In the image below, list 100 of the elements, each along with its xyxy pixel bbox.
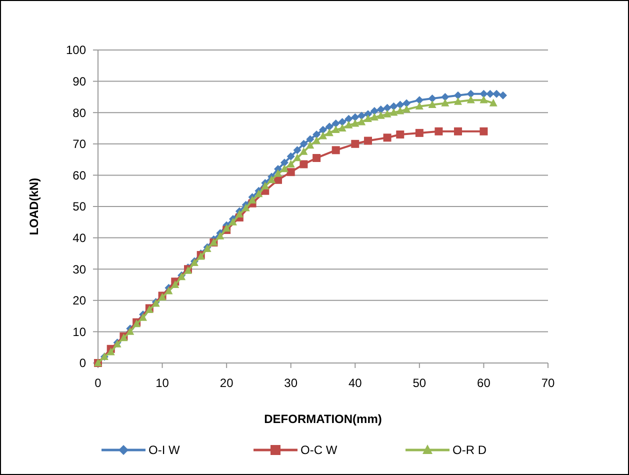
point xyxy=(300,147,308,155)
point xyxy=(261,182,270,190)
point xyxy=(268,175,276,184)
y-axis-title: LOAD(kN) xyxy=(27,178,41,236)
point xyxy=(364,136,372,145)
x-tick-label: 40 xyxy=(348,376,362,390)
point xyxy=(441,92,450,101)
y-tick-label: 10 xyxy=(72,324,86,339)
point xyxy=(396,130,404,139)
x-tick-label: 20 xyxy=(220,376,234,390)
point xyxy=(300,140,308,148)
y-tick-label: 100 xyxy=(66,43,86,58)
point xyxy=(499,91,507,100)
point xyxy=(383,110,392,118)
point xyxy=(480,127,488,136)
point xyxy=(351,119,360,127)
point xyxy=(235,210,244,218)
point xyxy=(492,90,501,98)
point xyxy=(280,158,288,167)
point xyxy=(344,114,353,123)
point xyxy=(325,128,334,136)
point xyxy=(396,100,404,109)
y-tick-label: 50 xyxy=(72,200,86,214)
point xyxy=(293,154,302,162)
point xyxy=(428,100,436,108)
point xyxy=(390,102,398,110)
point xyxy=(293,146,302,154)
point xyxy=(338,124,346,132)
y-tick-label: 40 xyxy=(72,231,86,245)
point xyxy=(376,105,385,114)
point xyxy=(454,91,462,100)
point xyxy=(286,168,295,176)
x-tick-label: 10 xyxy=(156,376,170,390)
point xyxy=(466,96,475,104)
y-tick-label: 0 xyxy=(79,356,86,370)
x-tick-label: 50 xyxy=(412,376,426,390)
point xyxy=(319,132,327,140)
point xyxy=(325,122,334,131)
y-tick-label: 80 xyxy=(72,106,86,120)
point xyxy=(139,313,147,321)
point xyxy=(434,127,443,136)
point xyxy=(358,112,366,120)
point xyxy=(286,152,295,160)
point xyxy=(306,135,314,144)
point xyxy=(358,118,366,126)
point xyxy=(338,118,346,126)
point xyxy=(312,136,321,144)
point xyxy=(402,105,411,113)
legend-label: O-I W xyxy=(148,443,180,458)
legend-label: O-C W xyxy=(300,443,338,458)
y-tick-label: 90 xyxy=(72,74,86,88)
point xyxy=(332,146,340,154)
point xyxy=(480,96,488,104)
point xyxy=(370,112,378,120)
point xyxy=(441,98,450,106)
point xyxy=(344,120,353,128)
point xyxy=(306,141,314,149)
y-tick-label: 60 xyxy=(72,168,86,182)
point xyxy=(454,97,462,105)
x-axis-title: DEFORMATION(mm) xyxy=(264,412,382,426)
point xyxy=(364,114,372,122)
point xyxy=(164,286,173,294)
x-tick-label: 60 xyxy=(477,376,491,390)
y-tick-label: 70 xyxy=(72,137,86,152)
point xyxy=(489,98,498,106)
point xyxy=(242,204,250,212)
point xyxy=(370,107,378,116)
point xyxy=(171,280,180,288)
point xyxy=(486,90,494,98)
point xyxy=(248,196,256,204)
legend-label: O-R D xyxy=(452,443,487,458)
point xyxy=(332,120,340,128)
point xyxy=(415,96,424,104)
point xyxy=(351,113,360,122)
point xyxy=(466,90,475,98)
point xyxy=(312,154,321,162)
x-tick-label: 70 xyxy=(541,376,555,390)
point xyxy=(274,169,282,177)
point xyxy=(390,108,398,116)
point xyxy=(351,140,360,148)
point xyxy=(376,111,385,119)
point xyxy=(312,130,321,139)
point xyxy=(454,127,462,136)
point xyxy=(402,99,411,108)
point xyxy=(332,125,340,134)
point xyxy=(383,134,392,142)
point xyxy=(415,128,424,137)
y-tick-label: 20 xyxy=(72,294,86,308)
point xyxy=(319,126,327,134)
point xyxy=(383,104,392,112)
point xyxy=(216,232,224,240)
point xyxy=(126,327,134,335)
point xyxy=(415,102,424,110)
point xyxy=(229,218,237,226)
x-tick-label: 30 xyxy=(284,376,298,390)
point xyxy=(300,160,308,168)
point xyxy=(254,190,263,198)
y-tick-label: 30 xyxy=(72,262,86,276)
x-tick-label: 0 xyxy=(94,376,102,390)
point xyxy=(396,106,404,114)
